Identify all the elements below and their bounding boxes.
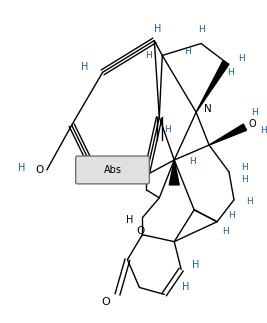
Polygon shape bbox=[209, 124, 246, 145]
Text: H: H bbox=[222, 227, 228, 236]
Polygon shape bbox=[196, 61, 229, 112]
Text: H: H bbox=[184, 47, 191, 56]
Text: N: N bbox=[204, 104, 212, 114]
Text: H: H bbox=[126, 215, 133, 225]
FancyBboxPatch shape bbox=[76, 156, 149, 184]
Text: H: H bbox=[81, 62, 88, 72]
Text: H: H bbox=[246, 197, 253, 206]
Text: H: H bbox=[261, 126, 267, 135]
Text: H: H bbox=[242, 175, 248, 184]
Text: H: H bbox=[189, 158, 195, 166]
Text: H: H bbox=[238, 54, 245, 63]
Text: Abs: Abs bbox=[104, 165, 121, 175]
Text: H: H bbox=[154, 24, 161, 34]
Text: O: O bbox=[36, 165, 44, 175]
Text: H: H bbox=[145, 51, 152, 60]
Text: H: H bbox=[183, 282, 190, 292]
Text: H: H bbox=[242, 163, 248, 172]
Text: O: O bbox=[136, 226, 144, 236]
Text: H: H bbox=[18, 163, 26, 173]
Text: H: H bbox=[252, 108, 258, 117]
Text: O: O bbox=[101, 297, 110, 307]
Polygon shape bbox=[169, 160, 179, 185]
Text: H: H bbox=[198, 25, 205, 34]
Text: H: H bbox=[193, 260, 200, 270]
Text: H: H bbox=[164, 125, 171, 134]
Text: H: H bbox=[229, 211, 235, 220]
Text: H: H bbox=[227, 68, 234, 77]
Text: O: O bbox=[248, 119, 256, 129]
